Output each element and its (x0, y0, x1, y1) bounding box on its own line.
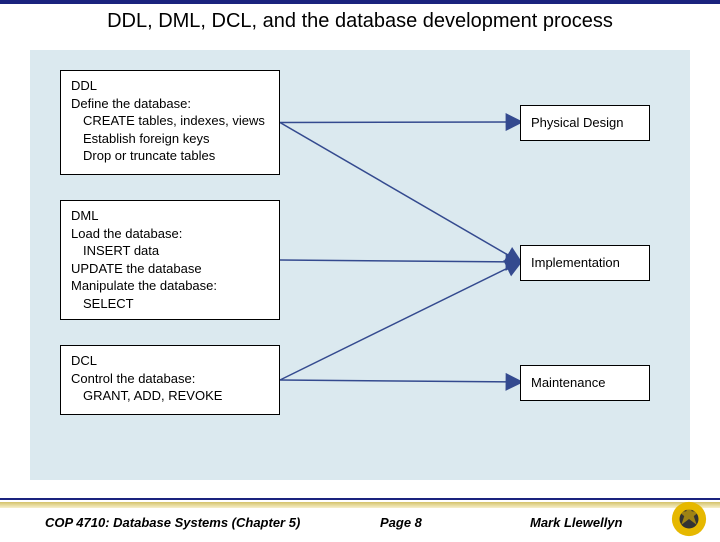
box-physical: Physical Design (520, 105, 650, 141)
box-line: UPDATE the database (71, 260, 269, 278)
box-maintenance: Maintenance (520, 365, 650, 401)
top-border (0, 0, 720, 4)
slide-title: DDL, DML, DCL, and the database developm… (0, 10, 720, 33)
box-dml: DMLLoad the database:INSERT dataUPDATE t… (60, 200, 280, 320)
box-line: DCL (71, 352, 269, 370)
box-label: Physical Design (531, 115, 624, 130)
box-line: DDL (71, 77, 269, 95)
box-line: DML (71, 207, 269, 225)
footer-author: Mark Llewellyn (530, 515, 622, 530)
box-line: Establish foreign keys (71, 130, 269, 148)
box-line: Load the database: (71, 225, 269, 243)
ucf-logo-icon (670, 500, 708, 538)
box-line: CREATE tables, indexes, views (71, 112, 269, 130)
box-implementation: Implementation (520, 245, 650, 281)
box-label: Implementation (531, 255, 620, 270)
box-line: Control the database: (71, 370, 269, 388)
box-line: Drop or truncate tables (71, 147, 269, 165)
box-line: Define the database: (71, 95, 269, 113)
box-line: Manipulate the database: (71, 277, 269, 295)
box-line: INSERT data (71, 242, 269, 260)
box-dcl: DCLControl the database:GRANT, ADD, REVO… (60, 345, 280, 415)
box-line: SELECT (71, 295, 269, 313)
footer-course: COP 4710: Database Systems (Chapter 5) (45, 515, 300, 530)
footer-page: Page 8 (380, 515, 422, 530)
box-label: Maintenance (531, 375, 605, 390)
box-line: GRANT, ADD, REVOKE (71, 387, 269, 405)
box-ddl: DDLDefine the database:CREATE tables, in… (60, 70, 280, 175)
